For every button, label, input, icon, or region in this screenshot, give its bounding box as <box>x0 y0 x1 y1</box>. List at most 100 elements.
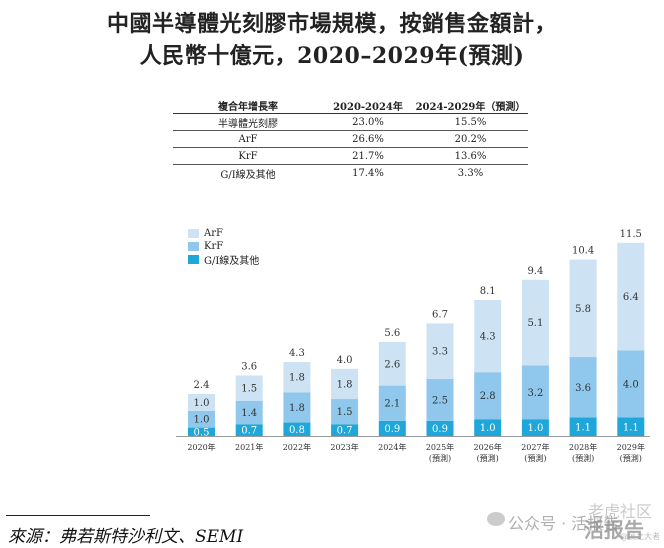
table-row: G/I線及其他 17.4% 3.3% <box>173 165 528 182</box>
data-label: 1.8 <box>289 403 305 414</box>
tick-label: 2020年 <box>187 442 215 452</box>
bar-segment <box>188 410 215 428</box>
data-label: 3.3 <box>432 347 448 358</box>
data-label: 1.0 <box>194 398 210 409</box>
tick-label: 2024年 <box>378 442 406 452</box>
cagr-row-label: ArF <box>173 130 323 148</box>
chart-title-line-1: 中國半導體光刻膠市場規模，按銷售金額計， <box>106 11 557 37</box>
data-label: 2.1 <box>384 399 400 410</box>
data-label: 1.5 <box>337 407 353 418</box>
legend-item-krf: KrF <box>188 240 259 253</box>
data-label: 1.0 <box>527 423 543 434</box>
tick-sublabel: (預測) <box>572 453 594 463</box>
data-label: 1.0 <box>194 415 210 426</box>
tick-sublabel: (預測) <box>477 453 499 463</box>
bar-segment <box>521 279 549 366</box>
bar-segment <box>235 400 263 425</box>
bar-segment <box>521 419 549 436</box>
data-label: 5.8 <box>575 304 591 315</box>
bar-segment <box>426 323 454 379</box>
bar-segment <box>474 299 502 373</box>
bar-segment <box>378 341 406 386</box>
bar-segment <box>331 424 359 436</box>
stacked-bar-chart: 0.51.01.02.42020年0.71.41.53.62021年0.81.8… <box>176 229 650 463</box>
tick-sublabel: (預測) <box>524 453 546 463</box>
chart-title-line-2: 人民幣十億元，2020–2029年(預測) <box>139 43 525 69</box>
data-label: 2.5 <box>432 395 448 406</box>
watermark-small: @侯之大者 <box>620 532 660 541</box>
data-label: 0.9 <box>384 424 400 435</box>
data-label: 1.8 <box>337 379 353 390</box>
data-label: 5.1 <box>527 318 543 329</box>
bar-segment <box>283 362 311 393</box>
tick-label: 2026年 <box>474 442 502 452</box>
tick-label: 2029年 <box>617 442 645 452</box>
cagr-table: 複合年增長率 2020-2024年 2024-2029年（預測） 半導體光刻膠 … <box>173 97 528 181</box>
bar-segment <box>188 394 215 411</box>
tick-label: 2021年 <box>235 442 263 452</box>
cagr-row-label: 半導體光刻膠 <box>173 113 323 131</box>
bar-segment <box>569 259 597 358</box>
legend-swatch-gi <box>188 255 199 264</box>
data-label: 1.5 <box>241 384 257 395</box>
legend-item-arf: ArF <box>188 227 259 240</box>
total-label: 3.6 <box>241 362 257 373</box>
bar-segment <box>188 427 215 436</box>
source-note: 來源：弗若斯特沙利文、SEMI <box>8 527 244 547</box>
total-label: 2.4 <box>194 380 210 391</box>
source-divider <box>6 515 150 516</box>
cagr-value-2024-2029: 13.6% <box>413 147 528 165</box>
total-label: 4.3 <box>289 348 305 359</box>
data-label: 0.8 <box>289 425 305 436</box>
cagr-value-2020-2024: 21.7% <box>323 147 413 165</box>
legend-item-gi: G/I線及其他 <box>188 253 260 267</box>
cagr-value-2024-2029: 15.5% <box>413 113 528 131</box>
data-label: 3.2 <box>527 388 543 399</box>
total-label: 9.4 <box>527 266 543 277</box>
tick-label: 2025年 <box>426 442 454 452</box>
data-label: 3.6 <box>575 383 591 394</box>
table-row: 半導體光刻膠 23.0% 15.5% <box>173 113 528 131</box>
data-label: 0.7 <box>241 426 257 437</box>
cagr-header-2024-2029: 2024-2029年（預測） <box>413 97 528 114</box>
cagr-value-2020-2024: 23.0% <box>323 113 413 131</box>
legend-swatch-arf <box>188 229 199 238</box>
cagr-header-label: 複合年增長率 <box>173 97 323 114</box>
bar-segment <box>235 424 263 436</box>
watermark-site: 老虎社区 <box>588 502 653 521</box>
bar-segment <box>617 242 645 351</box>
data-label: 0.9 <box>432 424 448 435</box>
cagr-table-header: 複合年增長率 2020-2024年 2024-2029年（預測） <box>173 97 528 114</box>
total-label: 10.4 <box>572 246 594 257</box>
bar-segment <box>331 368 359 400</box>
data-label: 2.6 <box>384 359 400 370</box>
bar-segment <box>235 375 263 401</box>
cagr-value-2020-2024: 17.4% <box>352 167 384 179</box>
cagr-value-2024-2029: 3.3% <box>457 167 484 179</box>
bar-segment <box>569 357 597 418</box>
data-label: 1.1 <box>623 422 639 433</box>
tick-sublabel: (預測) <box>429 453 451 463</box>
data-label: 1.4 <box>241 408 257 419</box>
cagr-value-2024-2029: 20.2% <box>413 130 528 148</box>
data-label: 1.8 <box>289 373 305 384</box>
bar-segment <box>426 378 454 421</box>
legend-label-arf: ArF <box>204 228 223 239</box>
total-label: 6.7 <box>432 309 448 320</box>
data-label: 2.8 <box>480 391 496 402</box>
tick-label: 2022年 <box>283 442 311 452</box>
bar-segment <box>474 372 502 420</box>
data-label: 6.4 <box>623 292 639 303</box>
table-row: KrF 21.7% 13.6% <box>173 147 528 165</box>
watermark-tag: 活报告 <box>584 518 644 542</box>
data-label: 4.3 <box>480 332 496 343</box>
bar-segment <box>521 365 549 420</box>
bar-segment <box>331 399 359 425</box>
legend-label-gi: G/I線及其他 <box>204 256 260 267</box>
bar-segment <box>617 417 645 436</box>
tick-label: 2023年 <box>330 442 358 452</box>
cagr-value-2020-2024: 26.6% <box>323 130 413 148</box>
bar-segment <box>426 420 454 436</box>
legend-swatch-krf <box>188 242 199 251</box>
data-label: 1.0 <box>480 423 496 434</box>
